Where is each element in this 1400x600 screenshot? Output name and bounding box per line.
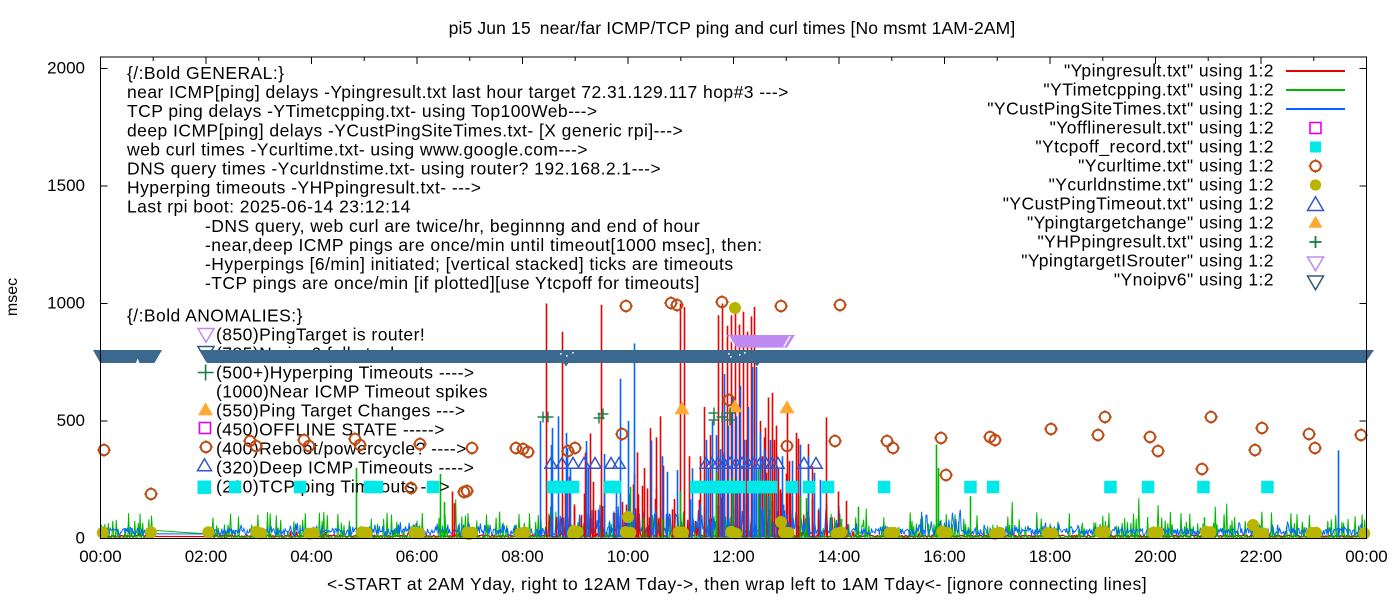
svg-text:14:00: 14:00: [818, 547, 861, 566]
svg-text:"Ycurldnstime.txt" using 1:2: "Ycurldnstime.txt" using 1:2: [1049, 175, 1274, 195]
svg-text:-TCP pings are once/min [if pl: -TCP pings are once/min [if plotted][use…: [205, 273, 700, 293]
svg-text:22:00: 22:00: [1240, 547, 1283, 566]
svg-text:-DNS query, web curl are twice: -DNS query, web curl are twice/hr, begin…: [205, 216, 700, 236]
svg-text:{/:Bold ANOMALIES:}: {/:Bold ANOMALIES:}: [127, 306, 303, 326]
svg-text:msec: msec: [4, 278, 21, 316]
svg-text:Hyperping timeouts -YHPpingres: Hyperping timeouts -YHPpingresult.txt- -…: [127, 178, 481, 198]
svg-text:02:00: 02:00: [185, 547, 228, 566]
svg-text:(550)Ping Target Changes --->: (550)Ping Target Changes --->: [216, 401, 466, 421]
svg-text:1000: 1000: [47, 294, 85, 313]
svg-text:00:00: 00:00: [1345, 547, 1388, 566]
svg-text:18:00: 18:00: [1029, 547, 1072, 566]
svg-text:"YHPpingresult.txt" using 1:2: "YHPpingresult.txt" using 1:2: [1037, 232, 1274, 252]
svg-text:"YCustPingTimeout.txt" using 1: "YCustPingTimeout.txt" using 1:2: [1003, 194, 1274, 214]
svg-text:10:00: 10:00: [607, 547, 650, 566]
svg-text:500: 500: [57, 411, 85, 430]
svg-text:"Ycurltime.txt" using 1:2: "Ycurltime.txt" using 1:2: [1078, 156, 1274, 176]
svg-text:(220)TCP ping Timeouts --->: (220)TCP ping Timeouts --->: [216, 477, 450, 497]
svg-text:"Ypingresult.txt" using 1:2: "Ypingresult.txt" using 1:2: [1064, 61, 1274, 81]
svg-text:(320)Deep ICMP Timeouts ---->: (320)Deep ICMP Timeouts ---->: [216, 458, 474, 478]
svg-text:(450)OFFLINE STATE ----->: (450)OFFLINE STATE ----->: [216, 420, 445, 440]
svg-text:web curl times -Ycurltime.txt-: web curl times -Ycurltime.txt- using www…: [126, 139, 588, 159]
svg-text:0: 0: [76, 529, 85, 548]
svg-text:2000: 2000: [47, 59, 85, 78]
svg-text:{/:Bold GENERAL:}: {/:Bold GENERAL:}: [127, 63, 284, 83]
svg-text:<-START at 2AM Yday, right to: <-START at 2AM Yday, right to 12AM Tday-…: [327, 574, 1147, 594]
svg-text:08:00: 08:00: [501, 547, 544, 566]
svg-text:(850)PingTarget is router!: (850)PingTarget is router!: [216, 325, 425, 345]
svg-text:(500+)Hyperping Timeouts ---->: (500+)Hyperping Timeouts ---->: [216, 363, 475, 383]
svg-text:(1000)Near ICMP Timeout spikes: (1000)Near ICMP Timeout spikes: [216, 382, 488, 402]
svg-text:pi5 Jun 15 near/far ICMP/TCP p: pi5 Jun 15 near/far ICMP/TCP ping and cu…: [449, 18, 1016, 38]
svg-text:"YpingtargetISrouter" using 1:: "YpingtargetISrouter" using 1:2: [1021, 251, 1274, 271]
svg-text:"Ypingtargetchange" using 1:2: "Ypingtargetchange" using 1:2: [1027, 213, 1274, 233]
svg-text:20:00: 20:00: [1134, 547, 1177, 566]
svg-text:12:00: 12:00: [712, 547, 755, 566]
svg-text:"YCustPingSiteTimes.txt" using: "YCustPingSiteTimes.txt" using 1:2: [987, 99, 1274, 119]
svg-text:(400)Reboot/powercycle? ---->: (400)Reboot/powercycle? ---->: [216, 439, 467, 459]
svg-text:-Hyperpings [6/min] initiated;: -Hyperpings [6/min] initiated; [vertical…: [205, 254, 734, 274]
svg-text:"Yofflineresult.txt" using 1:2: "Yofflineresult.txt" using 1:2: [1050, 118, 1274, 138]
svg-text:-near,deep ICMP pings are once: -near,deep ICMP pings are once/min until…: [205, 235, 763, 255]
svg-text:06:00: 06:00: [396, 547, 439, 566]
svg-text:Last rpi boot: 2025-06-14 23:1: Last rpi boot: 2025-06-14 23:12:14: [127, 197, 411, 217]
svg-text:deep ICMP[ping] delays -YCustP: deep ICMP[ping] delays -YCustPingSiteTim…: [127, 120, 683, 140]
svg-text:16:00: 16:00: [923, 547, 966, 566]
svg-text:00:00: 00:00: [79, 547, 122, 566]
svg-text:TCP ping delays -YTimetcpping.: TCP ping delays -YTimetcpping.txt- using…: [127, 101, 598, 121]
svg-text:"Ynoipv6" using 1:2: "Ynoipv6" using 1:2: [1114, 270, 1274, 290]
svg-text:"YTimetcpping.txt" using 1:2: "YTimetcpping.txt" using 1:2: [1043, 80, 1274, 100]
svg-text:DNS query times -Ycurldnstime.: DNS query times -Ycurldnstime.txt- using…: [127, 159, 661, 179]
svg-text:near ICMP[ping] delays -Ypingr: near ICMP[ping] delays -Ypingresult.txt …: [127, 82, 789, 102]
svg-text:04:00: 04:00: [290, 547, 333, 566]
svg-text:1500: 1500: [47, 176, 85, 195]
svg-text:"Ytcpoff_record.txt" using 1:2: "Ytcpoff_record.txt" using 1:2: [1035, 137, 1274, 158]
